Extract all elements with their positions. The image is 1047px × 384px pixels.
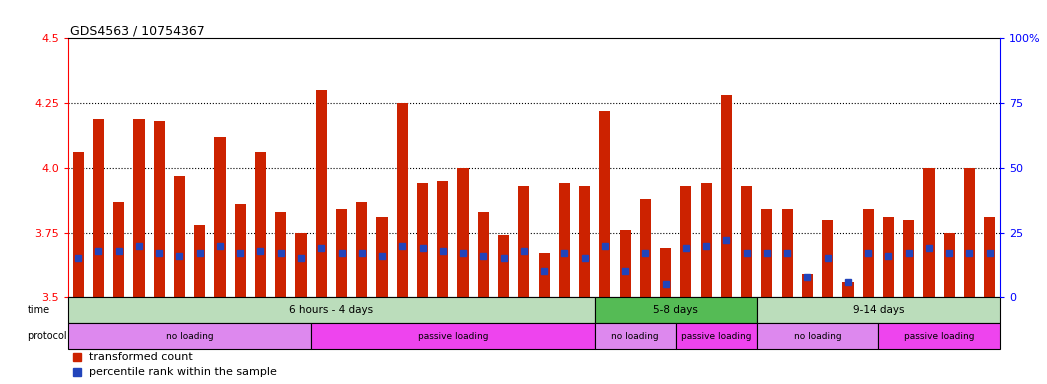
Bar bbox=[559, 184, 570, 297]
Bar bbox=[477, 212, 489, 297]
Bar bbox=[438, 181, 448, 297]
Bar bbox=[943, 233, 955, 297]
Bar bbox=[93, 119, 104, 297]
Bar bbox=[215, 137, 225, 297]
Text: no loading: no loading bbox=[165, 332, 214, 341]
Text: 6 hours - 4 days: 6 hours - 4 days bbox=[289, 305, 374, 315]
Bar bbox=[498, 235, 509, 297]
Bar bbox=[741, 186, 752, 297]
Bar bbox=[878, 323, 1000, 349]
Bar bbox=[984, 217, 996, 297]
Bar bbox=[235, 204, 246, 297]
Bar bbox=[700, 184, 712, 297]
Bar bbox=[863, 209, 874, 297]
Bar bbox=[275, 212, 286, 297]
Bar bbox=[802, 274, 814, 297]
Bar bbox=[254, 152, 266, 297]
Bar bbox=[883, 217, 894, 297]
Text: 9-14 days: 9-14 days bbox=[852, 305, 905, 315]
Bar bbox=[640, 199, 651, 297]
Bar bbox=[599, 111, 610, 297]
Text: no loading: no loading bbox=[794, 332, 842, 341]
Text: protocol: protocol bbox=[27, 331, 67, 341]
Bar bbox=[675, 323, 757, 349]
Bar bbox=[822, 220, 833, 297]
Bar bbox=[397, 103, 408, 297]
Bar bbox=[782, 209, 793, 297]
Bar bbox=[377, 217, 387, 297]
Text: passive loading: passive loading bbox=[681, 332, 752, 341]
Text: 5-8 days: 5-8 days bbox=[653, 305, 698, 315]
Bar bbox=[923, 168, 935, 297]
Text: percentile rank within the sample: percentile rank within the sample bbox=[89, 367, 276, 377]
Text: transformed count: transformed count bbox=[89, 352, 193, 362]
Bar bbox=[518, 186, 530, 297]
Bar bbox=[720, 95, 732, 297]
Bar bbox=[964, 168, 975, 297]
Bar bbox=[757, 323, 878, 349]
Bar bbox=[417, 184, 428, 297]
Bar bbox=[133, 119, 144, 297]
Bar bbox=[761, 209, 773, 297]
Bar bbox=[311, 323, 595, 349]
Bar bbox=[538, 253, 550, 297]
Bar bbox=[72, 152, 84, 297]
Bar bbox=[620, 230, 630, 297]
Bar bbox=[295, 233, 307, 297]
Bar bbox=[904, 220, 914, 297]
Text: passive loading: passive loading bbox=[418, 332, 488, 341]
Text: GDS4563 / 10754367: GDS4563 / 10754367 bbox=[70, 25, 205, 38]
Bar bbox=[757, 297, 1000, 323]
Bar bbox=[113, 202, 125, 297]
Bar bbox=[336, 209, 348, 297]
Bar bbox=[316, 90, 327, 297]
Bar bbox=[68, 323, 311, 349]
Bar bbox=[843, 282, 853, 297]
Bar bbox=[356, 202, 367, 297]
Text: passive loading: passive loading bbox=[904, 332, 975, 341]
Bar bbox=[174, 175, 185, 297]
Bar bbox=[458, 168, 469, 297]
Bar bbox=[579, 186, 591, 297]
Bar bbox=[194, 225, 205, 297]
Bar bbox=[595, 297, 757, 323]
Bar bbox=[660, 248, 671, 297]
Text: no loading: no loading bbox=[611, 332, 659, 341]
Bar bbox=[681, 186, 691, 297]
Bar bbox=[595, 323, 675, 349]
Bar bbox=[154, 121, 164, 297]
Text: time: time bbox=[27, 305, 49, 315]
Bar bbox=[68, 297, 595, 323]
